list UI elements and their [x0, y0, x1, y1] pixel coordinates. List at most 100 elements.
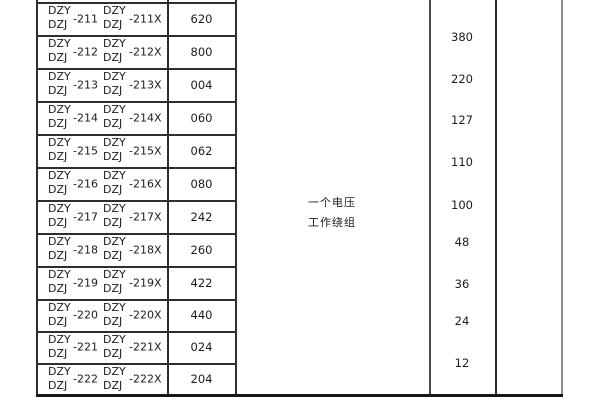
type-model-suffix: -215X	[129, 144, 162, 157]
rated-voltage-value: 380	[451, 30, 473, 44]
grid-line-vertical	[429, 0, 431, 397]
relay-type-prefix: DZY DZJ	[103, 235, 126, 263]
table-row: DZY DZJ -218 DZY DZJ -218X 260	[36, 233, 237, 266]
grid-line-vertical	[36, 0, 38, 397]
relay-type-prefix: DZY DZJ	[48, 301, 71, 329]
type-prefix-bottom: DZJ	[103, 315, 123, 328]
type-model-suffix: -217	[73, 210, 98, 223]
type-model-suffix: -214	[73, 111, 98, 124]
relay-type-prefix: DZY DZJ	[103, 70, 126, 98]
type-prefix-bottom: DZJ	[103, 379, 123, 392]
table-bottom-border	[36, 394, 563, 397]
winding-label-line1: 一个电压	[308, 196, 356, 209]
table-row: DZY DZJ -222 DZY DZJ -222X 204	[36, 363, 237, 394]
type-prefix-bottom: DZJ	[48, 216, 68, 229]
type-model-suffix: -213X	[129, 78, 162, 91]
type-prefix-top: DZY	[103, 70, 126, 83]
table-row: DZY DZJ -219 DZY DZJ -219X 422	[36, 266, 237, 299]
table-row: DZY DZJ -214 DZY DZJ -214X 060	[36, 101, 237, 134]
type-prefix-top: DZY	[103, 37, 126, 50]
type-model-suffix: -220X	[129, 308, 162, 322]
type-prefix-top: DZY	[103, 169, 126, 182]
type-prefix-bottom: DZJ	[48, 249, 68, 262]
relay-type-prefix: DZY DZJ	[48, 268, 71, 296]
type-prefix-bottom: DZJ	[103, 282, 123, 295]
type-model-suffix: -212X	[129, 45, 162, 58]
type-model-suffix: -212	[73, 45, 98, 58]
type-prefix-bottom: DZJ	[103, 347, 123, 360]
spec-code-cell: 060	[190, 110, 213, 125]
type-prefix-bottom: DZJ	[48, 315, 68, 328]
type-model-suffix: -221	[73, 340, 98, 354]
type-model-suffix: -220	[73, 308, 98, 322]
type-model-suffix: -216X	[129, 177, 162, 190]
type-model-suffix: -222X	[129, 372, 162, 385]
type-prefix-bottom: DZJ	[103, 117, 123, 130]
type-prefix-bottom: DZJ	[103, 18, 123, 31]
spec-code-cell: 024	[190, 340, 213, 354]
type-prefix-bottom: DZJ	[103, 84, 123, 97]
type-prefix-top: DZY	[103, 268, 126, 281]
type-prefix-bottom: DZJ	[48, 150, 68, 163]
type-model-suffix: -219	[73, 276, 98, 289]
table-row: DZY DZJ -217 DZY DZJ -217X 242	[36, 200, 237, 233]
type-prefix-top: DZY	[103, 235, 126, 248]
relay-type-prefix: DZY DZJ	[103, 301, 126, 329]
type-prefix-top: DZY	[48, 235, 71, 248]
grid-line-horizontal	[36, 363, 237, 365]
table-row: DZY DZJ -220 DZY DZJ -220X 440	[36, 299, 237, 331]
relay-type-prefix: DZY DZJ	[48, 333, 71, 361]
relay-type-prefix: DZY DZJ	[103, 365, 126, 393]
spec-code-cell: 242	[190, 209, 213, 224]
type-prefix-bottom: DZJ	[48, 282, 68, 295]
type-prefix-bottom: DZJ	[103, 150, 123, 163]
spec-code-cell: 062	[190, 143, 213, 158]
type-model-suffix: -214X	[129, 111, 162, 124]
type-model-suffix: -215	[73, 144, 98, 157]
relay-type-prefix: DZY DZJ	[103, 268, 126, 296]
type-prefix-bottom: DZJ	[103, 51, 123, 64]
type-prefix-bottom: DZJ	[48, 117, 68, 130]
grid-line-horizontal	[36, 167, 237, 169]
type-prefix-top: DZY	[103, 103, 126, 116]
type-prefix-top: DZY	[103, 365, 126, 378]
type-model-suffix: -211X	[129, 12, 162, 25]
rated-voltage-value: 100	[451, 198, 473, 212]
rated-voltage-value: 12	[454, 356, 470, 370]
table-row: DZY DZJ -216 DZY DZJ -216X 080	[36, 167, 237, 200]
type-prefix-top: DZY	[48, 268, 71, 281]
type-model-suffix: -221X	[129, 340, 162, 354]
rated-voltage-value: 110	[451, 155, 473, 169]
grid-line-vertical	[495, 0, 497, 397]
spec-code-cell: 004	[190, 77, 213, 92]
relay-type-prefix: DZY DZJ	[48, 37, 71, 65]
spec-code-cell: 080	[190, 176, 213, 191]
type-prefix-bottom: DZJ	[48, 84, 68, 97]
type-prefix-bottom: DZJ	[48, 347, 68, 360]
type-model-suffix: -219X	[129, 276, 162, 289]
type-prefix-top: DZY	[48, 365, 71, 378]
type-prefix-top: DZY	[103, 202, 126, 215]
grid-line-horizontal	[36, 331, 237, 333]
type-prefix-bottom: DZJ	[48, 183, 68, 196]
grid-line-horizontal	[36, 299, 237, 301]
type-prefix-bottom: DZJ	[48, 18, 68, 31]
relay-type-prefix: DZY DZJ	[48, 4, 71, 32]
rated-voltage-value: 36	[454, 277, 470, 291]
rated-voltage-value: 127	[451, 113, 473, 127]
relay-type-prefix: DZY DZJ	[48, 235, 71, 263]
type-prefix-top: DZY	[48, 37, 71, 50]
grid-line-horizontal	[36, 101, 237, 103]
type-prefix-top: DZY	[103, 301, 126, 314]
spec-code-cell: 204	[190, 371, 213, 386]
relay-type-prefix: DZY DZJ	[103, 4, 126, 32]
type-prefix-top: DZY	[48, 202, 71, 215]
grid-line-vertical	[561, 0, 563, 397]
grid-line-horizontal	[36, 68, 237, 70]
table-row: DZY DZJ -211 DZY DZJ -211X 620	[36, 2, 237, 35]
relay-type-prefix: DZY DZJ	[103, 136, 126, 164]
grid-line-horizontal	[36, 2, 237, 4]
grid-line-vertical	[235, 0, 237, 397]
type-model-suffix: -222	[73, 372, 98, 385]
